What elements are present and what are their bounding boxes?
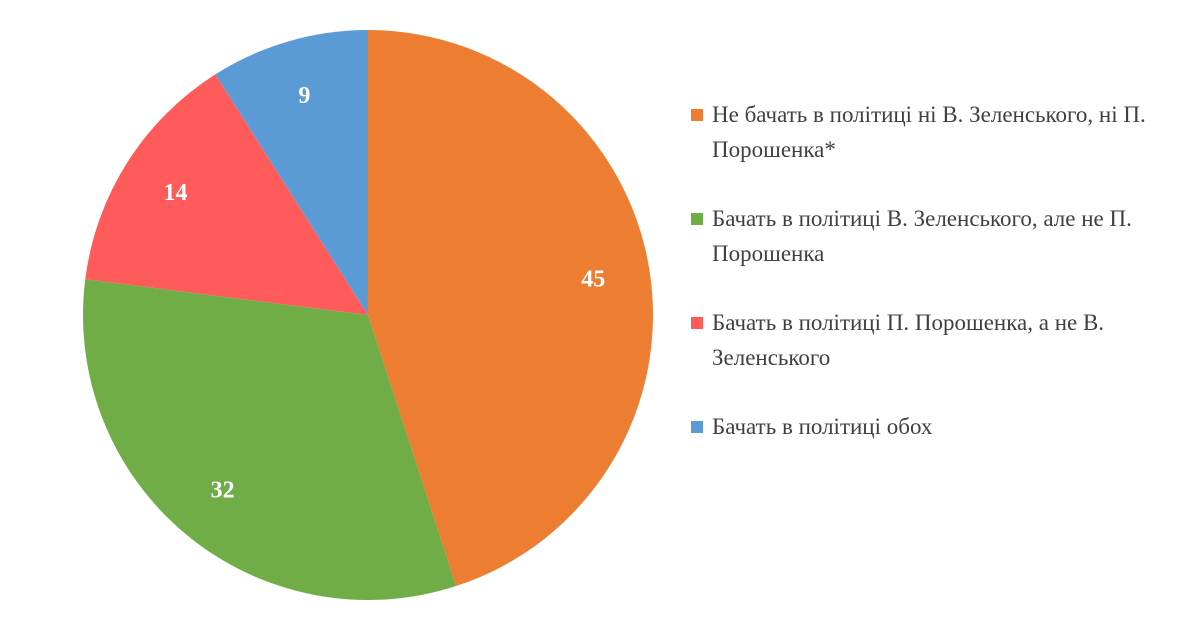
legend: Не бачать в політиці ні В. Зеленського, … bbox=[688, 97, 1158, 478]
legend-label-zelensky-only: Бачать в політиці В. Зеленського, але не… bbox=[712, 206, 1132, 266]
pie-data-labels: 45 32 14 9 bbox=[163, 83, 605, 504]
legend-item-neither: Не бачать в політиці ні В. Зеленського, … bbox=[688, 97, 1158, 167]
legend-label-neither: Не бачать в політиці ні В. Зеленського, … bbox=[712, 102, 1146, 162]
pie-slice-both bbox=[215, 30, 368, 315]
pie-slice-zelensky-only bbox=[82, 279, 457, 600]
legend-item-zelensky-only: Бачать в політиці В. Зеленського, але не… bbox=[688, 201, 1158, 271]
legend-item-poroshenko-only: Бачать в політиці П. Порошенка, а не В. … bbox=[688, 305, 1158, 375]
legend-item-both: Бачать в політиці обох bbox=[688, 409, 1158, 444]
pie-slices bbox=[82, 30, 653, 600]
data-label-both: 9 bbox=[298, 83, 310, 109]
legend-swatch-neither bbox=[691, 109, 703, 121]
pie-slice-poroshenko-only bbox=[85, 74, 368, 315]
data-label-neither: 45 bbox=[581, 266, 605, 292]
data-label-zelensky-only: 32 bbox=[211, 478, 235, 504]
legend-label-poroshenko-only: Бачать в політиці П. Порошенка, а не В. … bbox=[712, 310, 1105, 370]
legend-label-both: Бачать в політиці обох bbox=[712, 414, 933, 439]
pie-chart: 45 32 14 9 bbox=[82, 30, 653, 600]
data-label-poroshenko-only: 14 bbox=[163, 180, 187, 206]
pie-slice-neither bbox=[368, 30, 653, 587]
legend-swatch-poroshenko-only bbox=[691, 317, 703, 329]
legend-swatch-zelensky-only bbox=[691, 213, 703, 225]
legend-swatch-both bbox=[691, 421, 703, 433]
